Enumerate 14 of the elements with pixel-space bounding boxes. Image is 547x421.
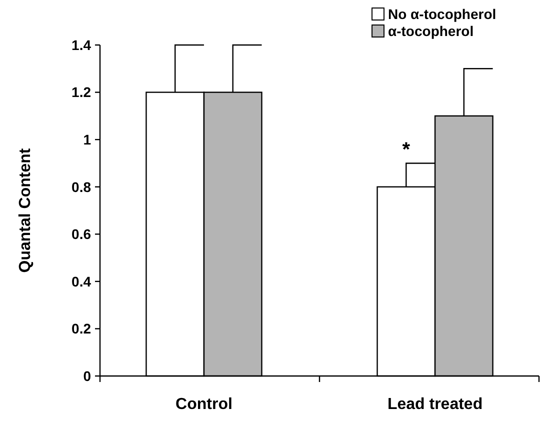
x-tick-label: Control xyxy=(176,396,232,413)
y-axis-title: Quantal Content xyxy=(17,148,34,273)
annotation: * xyxy=(402,139,410,162)
y-tick-label: 0.2 xyxy=(72,320,92,337)
y-tick-label: 1 xyxy=(83,131,92,148)
x-tick-label: Lead treated xyxy=(387,396,483,413)
y-tick-label: 0.8 xyxy=(72,178,92,195)
y-tick-label: 1.4 xyxy=(72,36,92,53)
y-tick-label: 1.2 xyxy=(72,84,92,100)
y-tick-label: 0.6 xyxy=(72,226,92,242)
y-tick-label: 0 xyxy=(83,368,92,384)
y-tick-label: 0.4 xyxy=(72,273,92,290)
legend-label: No α-tocopherol xyxy=(388,6,496,22)
legend-label: α-tocopherol xyxy=(388,23,474,39)
